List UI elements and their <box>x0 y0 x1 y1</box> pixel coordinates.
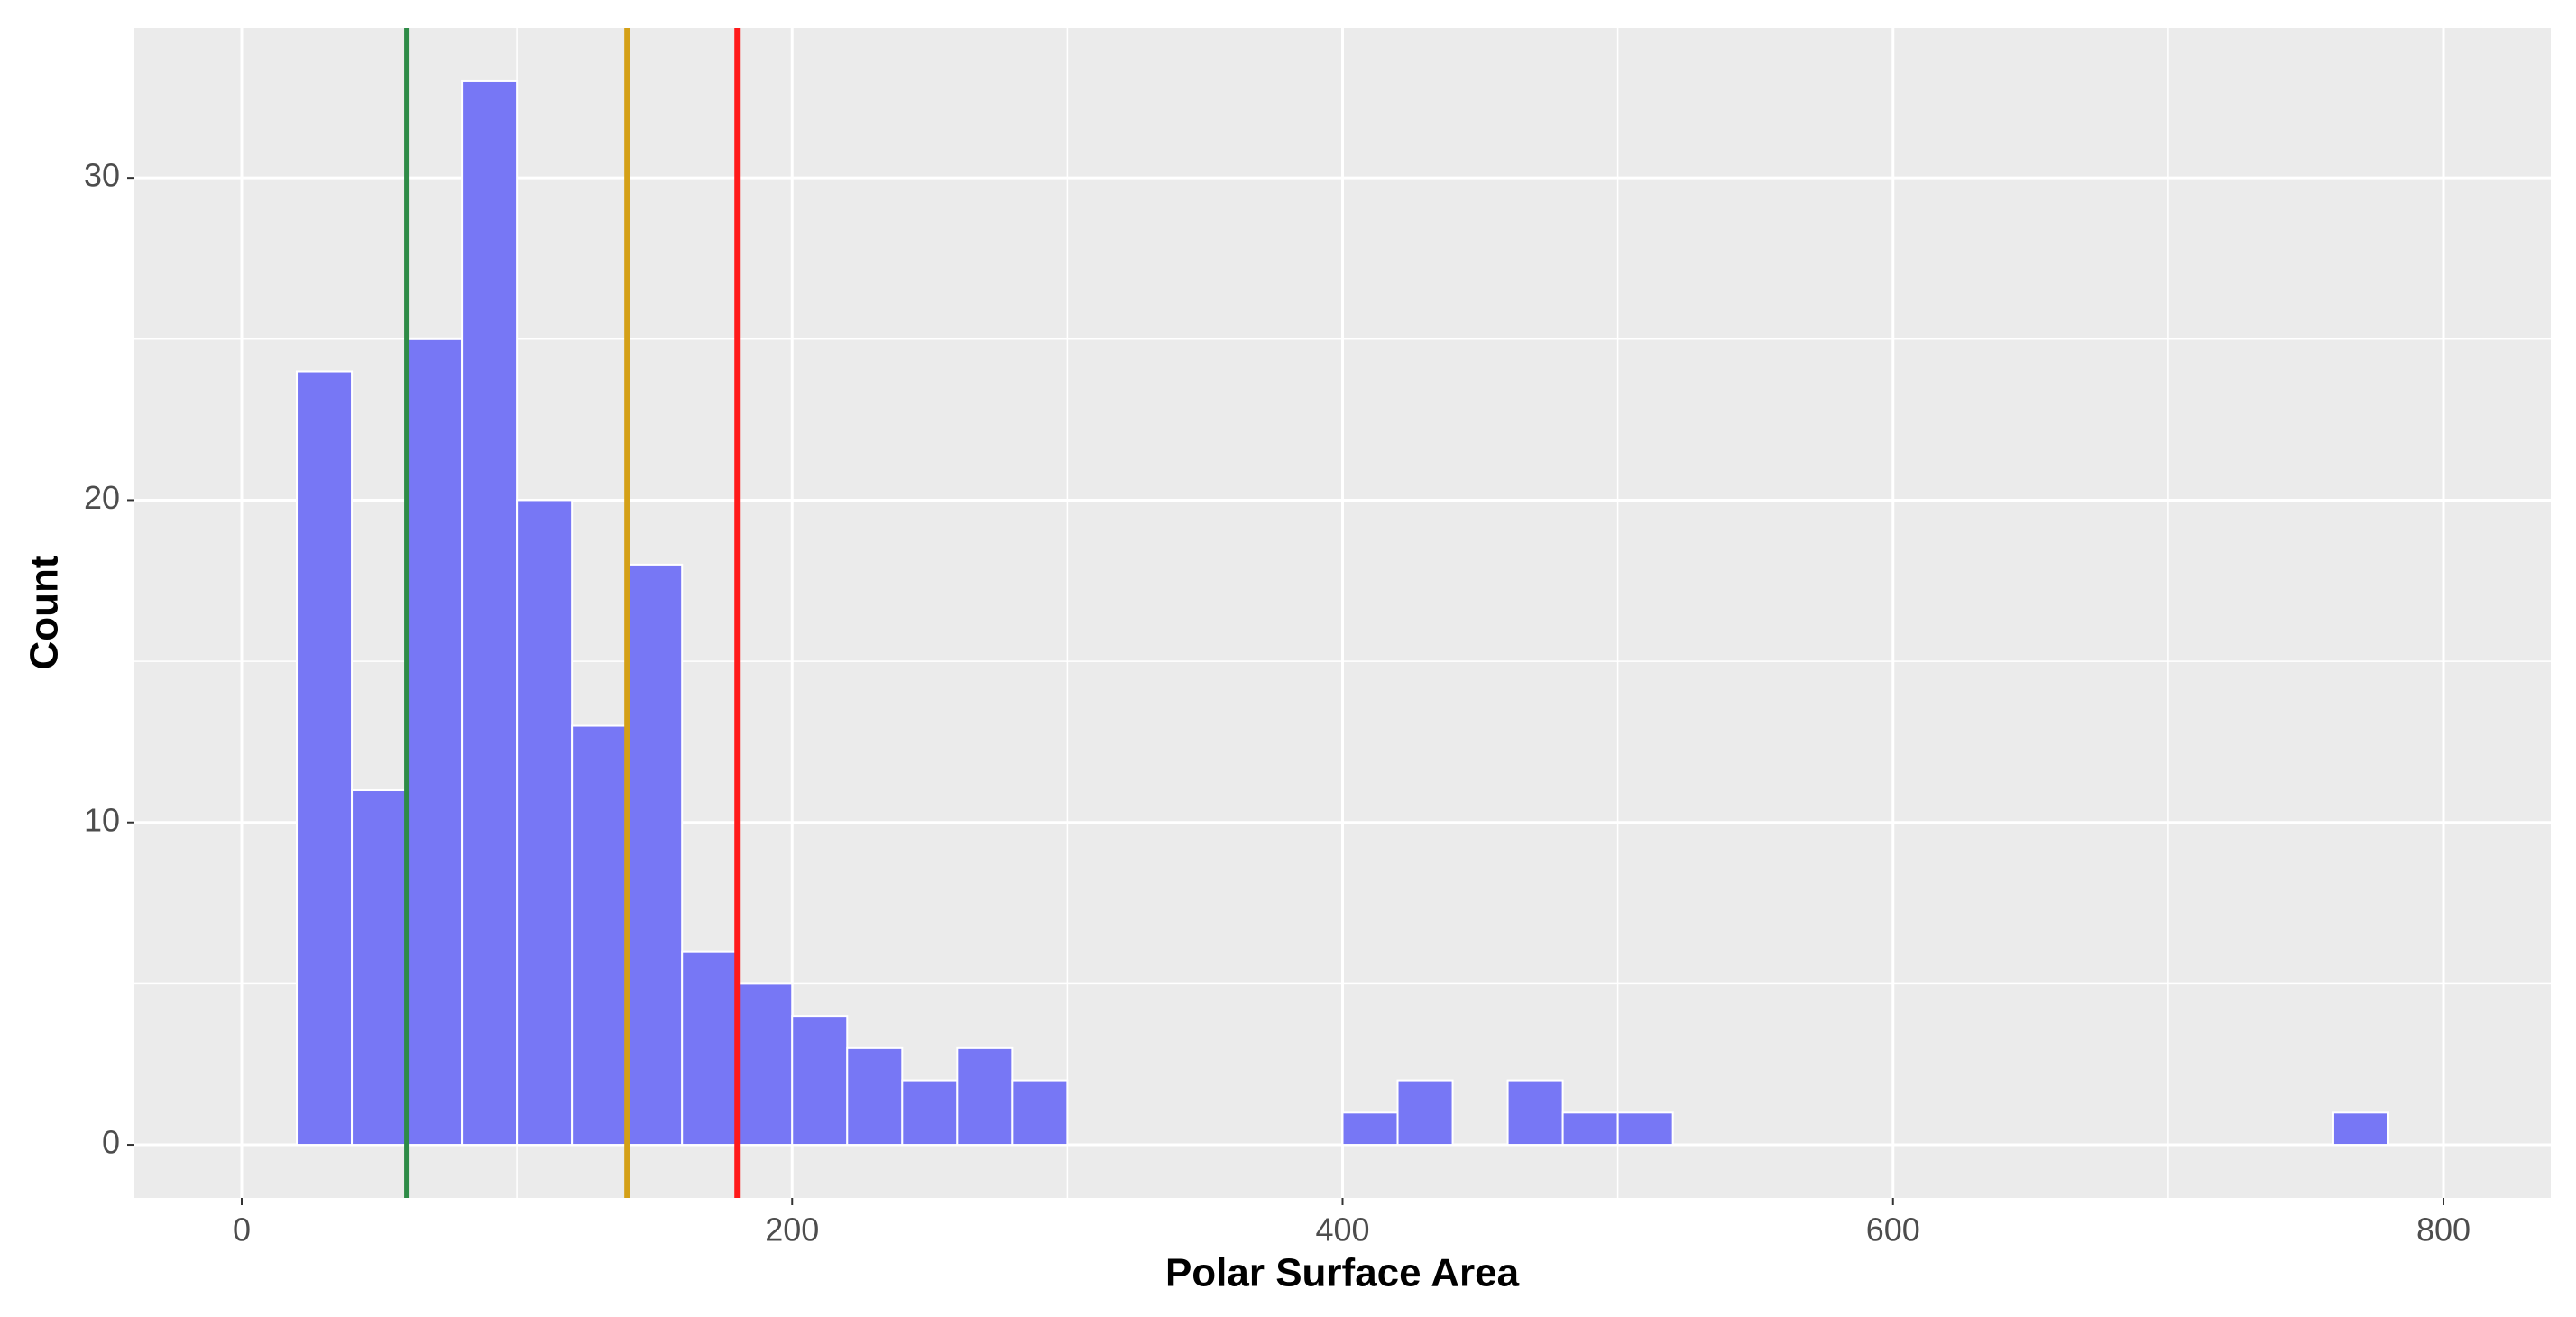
bar <box>2332 1111 2389 1147</box>
x-tick-label: 0 <box>233 1211 251 1248</box>
bar <box>1616 1111 1674 1147</box>
bar <box>1561 1111 1619 1147</box>
y-tick-label: 30 <box>84 157 120 194</box>
x-tick-label: 800 <box>2416 1211 2470 1248</box>
bar <box>626 563 684 1147</box>
y-tick-label: 10 <box>84 801 120 838</box>
bar <box>571 724 629 1147</box>
bar <box>1396 1079 1454 1147</box>
x-tick-label: 400 <box>1315 1211 1369 1248</box>
bar <box>956 1046 1014 1147</box>
y-tick-label: 0 <box>102 1124 120 1161</box>
x-tick-label: 600 <box>1866 1211 1920 1248</box>
bar <box>791 1015 849 1147</box>
y-tick-label: 20 <box>84 479 120 516</box>
x-axis-title: Polar Surface Area <box>1165 1251 1520 1295</box>
bar <box>351 789 409 1147</box>
bar <box>681 950 739 1147</box>
bar <box>461 79 519 1147</box>
bar <box>1341 1111 1399 1147</box>
bar <box>846 1046 904 1147</box>
bar <box>296 370 354 1147</box>
bar <box>736 982 794 1147</box>
bar <box>1011 1079 1069 1147</box>
y-axis-title: Count <box>23 555 67 669</box>
bar <box>406 337 464 1147</box>
bar <box>1506 1079 1564 1147</box>
bar <box>901 1079 959 1147</box>
x-tick-label: 200 <box>765 1211 819 1248</box>
bar <box>516 499 574 1147</box>
